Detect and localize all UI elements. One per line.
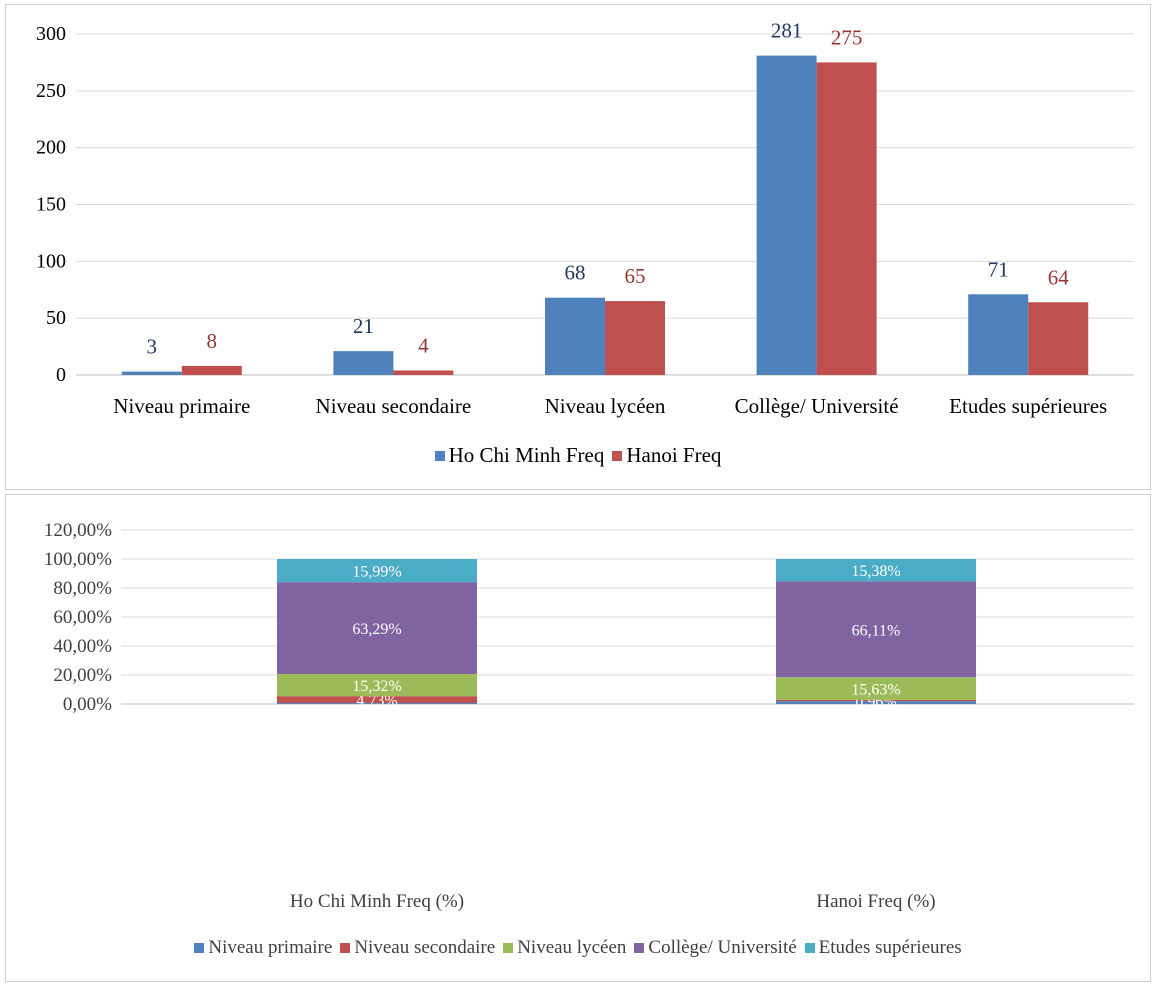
legend-label: Hanoi Freq xyxy=(626,443,722,467)
y-tick-label: 0,00% xyxy=(63,694,112,715)
legend-label: Ho Chi Minh Freq xyxy=(448,443,605,467)
legend-label: Niveau secondaire xyxy=(354,937,496,958)
bar-hanoi-freq-niveau-secondaire xyxy=(393,370,454,375)
stack-segment-college-universite-1 xyxy=(776,581,976,678)
segment-label: 15,63% xyxy=(851,682,900,699)
segment-label: 66,11% xyxy=(852,622,901,639)
bar-ho-chi-minh-freq-niveau-secondaire xyxy=(333,351,394,375)
segment-label: 15,99% xyxy=(352,564,401,581)
x-category-label: Niveau secondaire xyxy=(316,394,472,418)
data-label: 3 xyxy=(147,335,158,359)
legend-swatch xyxy=(503,943,514,953)
bar-hanoi-freq-niveau-lyceen xyxy=(605,301,665,375)
legend-item-niveau-lyceen: Niveau lycéen xyxy=(503,937,626,959)
legend-swatch xyxy=(634,943,645,953)
segment-label: 15,38% xyxy=(851,563,900,580)
bar-ho-chi-minh-freq-niveau-lyceen xyxy=(545,297,605,375)
legend-swatch xyxy=(434,450,445,461)
data-label: 4 xyxy=(418,333,429,357)
percentage-chart-svg: 0,00% 20,00% 40,00% 60,00% 80,00% 100,00% 120,… xyxy=(44,520,1134,912)
bar-ho-chi-minh-freq-college-universite xyxy=(756,55,817,375)
segment-label: 15,32% xyxy=(352,678,401,695)
frequency-chart-svg: 0 50 100 150 200 250 300 3 8 Niveau primaire 21 4 Ni… xyxy=(36,19,1134,418)
x-category-label: Etudes supérieures xyxy=(949,394,1107,418)
y-tick-label: 80,00% xyxy=(53,578,112,599)
y-tick-label: 100,00% xyxy=(44,549,112,570)
y-tick-label: 60,00% xyxy=(53,607,112,628)
stack-segment-niveau-secondaire-0 xyxy=(277,696,477,704)
x-category-label: Ho Chi Minh Freq (%) xyxy=(290,891,464,912)
stack-segment-niveau-lyceen-0 xyxy=(277,673,477,697)
stack-segment-college-universite-0 xyxy=(277,582,477,674)
x-category-label: Niveau lycéen xyxy=(545,394,666,418)
y-tick-label: 40,00% xyxy=(53,636,112,657)
legend-swatch xyxy=(194,943,205,953)
legend-item-college-universite: Collège/ Université xyxy=(634,937,797,959)
y-tick-label: 0 xyxy=(56,364,66,386)
legend-item-etudes-superieures: Etudes supérieures xyxy=(804,937,962,959)
y-tick-label: 250 xyxy=(36,80,66,102)
bar-ho-chi-minh-freq-niveau-primaire xyxy=(121,371,182,375)
stack-segment-etudes-superieures-1 xyxy=(776,559,976,582)
legend-swatch xyxy=(612,450,623,461)
segment-label: 4,73% xyxy=(356,693,397,710)
y-tick-label: 20,00% xyxy=(53,665,112,686)
y-tick-label: 100 xyxy=(36,250,66,272)
y-tick-label: 120,00% xyxy=(44,520,112,541)
x-category-label: Hanoi Freq (%) xyxy=(816,891,935,912)
legend-item-hanoi-freq: Hanoi Freq xyxy=(612,443,721,468)
bar-hanoi-freq-niveau-primaire xyxy=(181,365,242,375)
data-label: 68 xyxy=(565,261,586,285)
legend-item-niveau-secondaire: Niveau secondaire xyxy=(340,937,495,959)
legend-swatch xyxy=(340,943,351,953)
data-label: 8 xyxy=(207,329,218,353)
stack-segment-niveau-lyceen-1 xyxy=(776,677,976,700)
data-label: 21 xyxy=(353,314,374,338)
x-category-label: Niveau primaire xyxy=(113,394,250,418)
data-label: 65 xyxy=(625,264,646,288)
percentage-chart-panel: 0,00% 20,00% 40,00% 60,00% 80,00% 100,00% 120,… xyxy=(5,494,1151,982)
segment-label: 63,29% xyxy=(352,621,401,638)
data-label: 71 xyxy=(988,257,1009,281)
percentage-chart-legend: Niveau primaire Niveau secondaire Niveau l… xyxy=(6,937,1150,959)
stack-segment-niveau-primaire-0 xyxy=(277,703,477,704)
frequency-chart-legend: Ho Chi Minh Freq Hanoi Freq xyxy=(6,443,1150,468)
legend-label: Niveau lycéen xyxy=(517,937,627,958)
legend-swatch xyxy=(804,943,815,953)
data-label: 275 xyxy=(831,25,863,49)
x-category-label: Collège/ Université xyxy=(735,394,899,418)
data-label: 64 xyxy=(1048,265,1070,289)
y-tick-label: 300 xyxy=(36,23,66,45)
stack-segment-etudes-superieures-0 xyxy=(277,559,477,583)
legend-item-ho-chi-minh-freq: Ho Chi Minh Freq xyxy=(434,443,605,468)
stack-segment-niveau-primaire-1 xyxy=(776,701,976,704)
legend-label: Collège/ Université xyxy=(648,937,797,958)
y-tick-label: 50 xyxy=(46,307,66,329)
frequency-chart-panel: 0 50 100 150 200 250 300 3 8 Niveau primaire 21 4 Ni… xyxy=(5,4,1151,490)
bar-hanoi-freq-etudes-superieures xyxy=(1028,302,1089,375)
legend-item-niveau-primaire: Niveau primaire xyxy=(194,937,332,959)
bar-ho-chi-minh-freq-etudes-superieures xyxy=(968,294,1029,375)
y-tick-label: 150 xyxy=(36,194,66,216)
y-tick-label: 200 xyxy=(36,137,66,159)
data-label: 281 xyxy=(771,19,803,43)
stack-segment-niveau-secondaire-1 xyxy=(776,699,976,702)
legend-label: Niveau primaire xyxy=(208,937,333,958)
legend-label: Etudes supérieures xyxy=(818,937,962,958)
bar-hanoi-freq-college-universite xyxy=(816,62,877,376)
